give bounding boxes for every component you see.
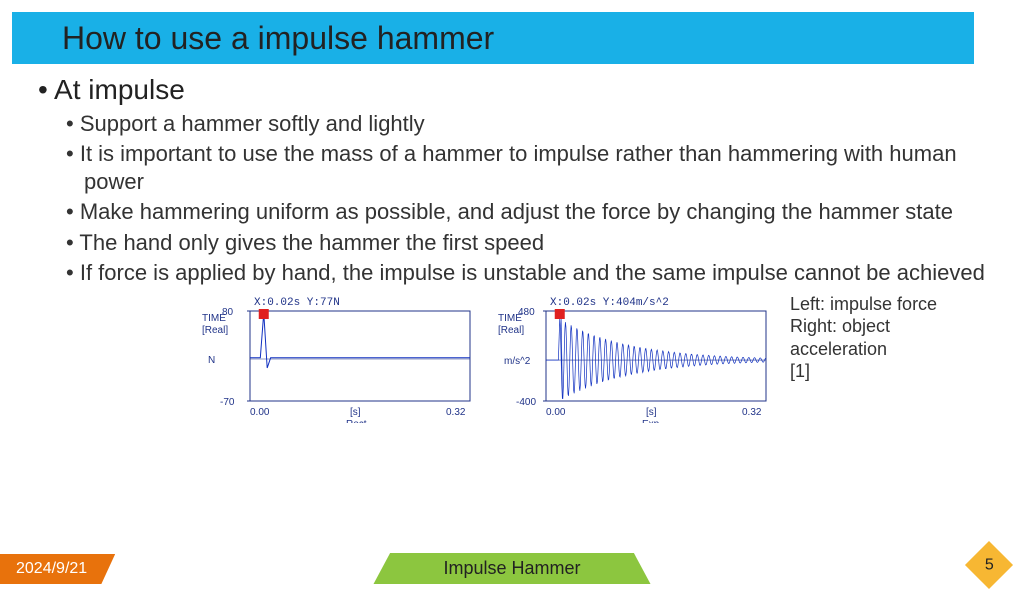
svg-text:-400: -400 bbox=[516, 397, 536, 408]
svg-text:[Real]: [Real] bbox=[498, 325, 524, 336]
svg-text:X:0.02s Y:404m/s^2: X:0.02s Y:404m/s^2 bbox=[550, 297, 669, 309]
svg-text:-70: -70 bbox=[220, 397, 235, 408]
bullet-item: The hand only gives the hammer the first… bbox=[66, 229, 986, 257]
bullet-item: It is important to use the mass of a ham… bbox=[66, 140, 986, 196]
svg-text:[s]: [s] bbox=[350, 407, 361, 418]
svg-text:N: N bbox=[208, 355, 215, 366]
section-heading: At impulse bbox=[38, 74, 986, 106]
svg-text:X:0.02s Y:77N: X:0.02s Y:77N bbox=[254, 297, 340, 309]
chart-right: X:0.02s Y:404m/s^2TIME[Real]m/s^2480-400… bbox=[494, 293, 774, 428]
content-area: At impulse Support a hammer softly and l… bbox=[0, 64, 1024, 428]
svg-text:Exp: Exp bbox=[642, 419, 660, 423]
svg-text:80: 80 bbox=[222, 307, 234, 318]
date-badge: 2024/9/21 bbox=[0, 554, 115, 584]
caption-line: Left: impulse force bbox=[790, 293, 986, 316]
bullet-item: If force is applied by hand, the impulse… bbox=[66, 259, 986, 287]
svg-text:Rect: Rect bbox=[346, 419, 367, 423]
svg-text:480: 480 bbox=[518, 307, 535, 318]
bullet-list: Support a hammer softly and lightly It i… bbox=[66, 110, 986, 287]
page-number-badge: 5 bbox=[965, 541, 1013, 589]
bullet-item: Make hammering uniform as possible, and … bbox=[66, 198, 986, 226]
caption-line: [1] bbox=[790, 360, 986, 383]
caption-line: Right: object acceleration bbox=[790, 315, 986, 360]
footer-title-badge: Impulse Hammer bbox=[373, 553, 650, 584]
svg-text:0.00: 0.00 bbox=[546, 407, 566, 418]
chart-caption: Left: impulse force Right: object accele… bbox=[790, 293, 986, 383]
svg-text:[Real]: [Real] bbox=[202, 325, 228, 336]
svg-text:[s]: [s] bbox=[646, 407, 657, 418]
svg-text:0.32: 0.32 bbox=[446, 407, 466, 418]
page-number: 5 bbox=[985, 556, 994, 574]
charts-row: X:0.02s Y:77NTIME[Real]N80-700.00[s]Rect… bbox=[198, 293, 986, 428]
title-bar: How to use a impulse hammer bbox=[12, 12, 974, 64]
slide-title: How to use a impulse hammer bbox=[62, 20, 494, 57]
svg-text:0.00: 0.00 bbox=[250, 407, 270, 418]
chart-left: X:0.02s Y:77NTIME[Real]N80-700.00[s]Rect… bbox=[198, 293, 478, 428]
bullet-item: Support a hammer softly and lightly bbox=[66, 110, 986, 138]
footer: 2024/9/21 Impulse Hammer 5 bbox=[0, 550, 1024, 588]
svg-text:m/s^2: m/s^2 bbox=[504, 356, 531, 367]
svg-text:0.32: 0.32 bbox=[742, 407, 762, 418]
